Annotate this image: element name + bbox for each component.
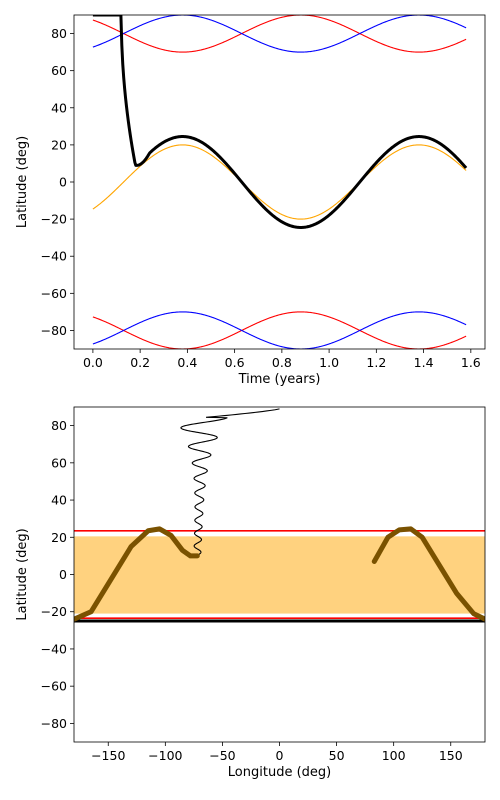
- y-tick-label: −40: [41, 249, 67, 264]
- series-line-4: [92, 311, 467, 349]
- x-tick-label: 0.8: [272, 355, 292, 370]
- y-tick-label: 80: [51, 26, 67, 41]
- y-tick-label: −80: [41, 323, 67, 338]
- x-axis-label: Time (years): [238, 372, 321, 387]
- time-latitude-plot: 0.0 0.2 0.4 0.6 0.8 1.0 1.2 1.4 1.6 −80 −60 −40 −20 0…: [15, 14, 486, 387]
- x-tick-label: −100: [148, 748, 182, 763]
- y-tick-label: 0: [59, 567, 67, 582]
- plot-area: [74, 408, 485, 623]
- x-tick-label: 100: [382, 748, 406, 763]
- x-tick-label: 1.4: [414, 355, 434, 370]
- y-tick-label: −60: [41, 679, 67, 694]
- y-tick-label: 60: [51, 455, 67, 470]
- x-tick-label: 1.6: [461, 355, 481, 370]
- y-axis-label: Latitude (deg): [15, 136, 30, 228]
- y-tick-label: 80: [51, 418, 67, 433]
- plot-area: [92, 15, 468, 349]
- x-tick-label: 50: [329, 748, 345, 763]
- y-tick-label: −20: [41, 212, 67, 227]
- x-tick-label: 1.2: [366, 355, 386, 370]
- y-tick-label: −20: [41, 604, 67, 619]
- x-tick-label: −50: [209, 748, 235, 763]
- x-tick-label: 0.0: [83, 355, 103, 370]
- y-tick-label: 20: [51, 137, 67, 152]
- x-tick-label: 0.6: [225, 355, 245, 370]
- series-line-3: [92, 311, 467, 349]
- y-tick-label: 40: [51, 100, 67, 115]
- y-tick-label: −40: [41, 641, 67, 656]
- y-axis-label: Latitude (deg): [15, 528, 30, 620]
- x-tick-label: 0: [276, 748, 284, 763]
- x-tick-label: 0.2: [130, 355, 150, 370]
- plot-frame: [73, 14, 486, 350]
- y-tick-label: −80: [41, 716, 67, 731]
- plot-frame: [73, 406, 486, 743]
- x-tick-label: 150: [439, 748, 463, 763]
- y-tick-label: 60: [51, 63, 67, 78]
- series-line-2: [92, 15, 467, 53]
- y-tick-label: 40: [51, 493, 67, 508]
- series-line-1: [92, 15, 467, 53]
- y-tick-label: 20: [51, 530, 67, 545]
- x-tick-label: 1.0: [319, 355, 339, 370]
- spiral-track: [180, 408, 280, 557]
- ground-track-0: [74, 526, 200, 622]
- longitude-latitude-plot: −150 −100 −50 0 50 100 150 −80 −60 −40 −20 0 20 40 60 8…: [15, 406, 486, 780]
- series-line-5: [92, 15, 468, 229]
- y-tick-label: 0: [59, 175, 67, 190]
- x-axis-label: Longitude (deg): [228, 765, 331, 780]
- x-tick-label: 0.4: [177, 355, 197, 370]
- series-line-0: [92, 144, 467, 220]
- x-tick-label: −150: [91, 748, 125, 763]
- ground-track-1: [371, 526, 485, 622]
- y-tick-label: −60: [41, 286, 67, 301]
- tropical-band: [74, 536, 485, 614]
